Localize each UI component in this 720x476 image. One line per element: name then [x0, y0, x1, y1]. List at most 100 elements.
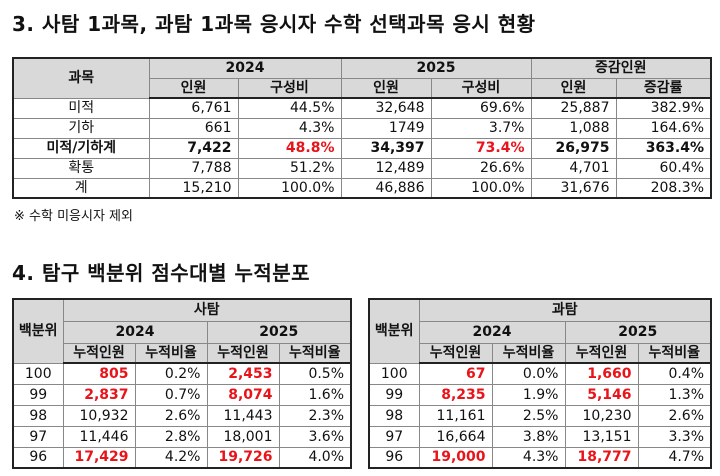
- table-row: 99 2,837 0.7% 8,074 1.6%: [12, 383, 352, 406]
- header-row: 백분위 과탐: [368, 298, 712, 364]
- table-body: 100 805 0.2% 2,453 0.5% 99 2,837 0.7% 8,074 1.6% 9…: [12, 362, 352, 469]
- table-cell: 96: [368, 446, 420, 469]
- header-cell: 증감률: [615, 77, 712, 99]
- table-row: 기하 661 4.3% 1749 3.7% 1,088 164.6%: [12, 117, 712, 139]
- table-head: 백분위 사탐 2024 2025 누적인원 누적비율 누적인원 누적비율: [12, 298, 352, 364]
- table-cell: 48.8%: [237, 137, 342, 159]
- header-cell: 누적비율: [491, 342, 566, 364]
- header-cell: 2024: [62, 320, 208, 344]
- table-title: 과탐: [418, 298, 712, 322]
- header-cell: 인원: [530, 77, 617, 99]
- section-title: 4. 탐구 백분위 점수대별 누적분포: [12, 261, 311, 285]
- table-cell: 13,151: [564, 425, 639, 448]
- table-cell: 98: [368, 404, 420, 427]
- table-cell: 0.5%: [278, 362, 352, 385]
- table-cell: 2.6%: [134, 404, 208, 427]
- header-cell: 2024: [418, 320, 566, 344]
- table-cell: 미적: [12, 97, 150, 119]
- header-cell: 누적인원: [62, 342, 136, 364]
- header-row: 과목 2024 2025 증감인원: [12, 57, 712, 99]
- table-cell: 7,788: [148, 157, 239, 179]
- table-cell: 1749: [340, 117, 432, 139]
- table-cell: 73.4%: [430, 137, 532, 159]
- table-row: 98 10,932 2.6% 11,443 2.3%: [12, 404, 352, 427]
- table-cell: 98: [12, 404, 64, 427]
- table-cell: 4,701: [530, 157, 617, 179]
- header-cell: 백분위: [12, 298, 64, 364]
- table-cell: 164.6%: [615, 117, 712, 139]
- header-cell: 인원: [148, 77, 239, 99]
- header-cell: 구성비: [430, 77, 532, 99]
- note: ※ 수학 미응시자 제외: [14, 209, 133, 224]
- table-row: 97 16,664 3.8% 13,151 3.3%: [368, 425, 712, 448]
- table-cell: 208.3%: [615, 177, 712, 199]
- table-cell: 4.2%: [134, 446, 208, 469]
- header-cell: 누적비율: [278, 342, 352, 364]
- table-cell: 1.3%: [637, 383, 712, 406]
- table-cell: 2.6%: [637, 404, 712, 427]
- header-cell: 누적인원: [418, 342, 493, 364]
- table-cell: 2.5%: [491, 404, 566, 427]
- table-cell: 46,886: [340, 177, 432, 199]
- table-cell: 4.7%: [637, 446, 712, 469]
- header-cell: 2025: [206, 320, 352, 344]
- table-row: 미적/기하계 7,422 48.8% 34,397 73.4% 26,975 363.4%: [12, 137, 712, 159]
- table-cell: 계: [12, 177, 150, 199]
- table-cell: 4.3%: [491, 446, 566, 469]
- table-cell: 100: [368, 362, 420, 385]
- table-cell: 3.8%: [491, 425, 566, 448]
- table-row: 100 805 0.2% 2,453 0.5%: [12, 362, 352, 385]
- table-cell: 1.6%: [278, 383, 352, 406]
- table-cell: 26,975: [530, 137, 617, 159]
- table-cell: 17,429: [62, 446, 136, 469]
- header-row: 인원 구성비 인원 구성비 인원 증감률: [13, 77, 712, 99]
- table-row: 100 67 0.0% 1,660 0.4%: [368, 362, 712, 385]
- section-title: 3. 사탐 1과목, 과탐 1과목 응시자 수학 선택과목 응시 현황: [12, 12, 536, 36]
- header-cell: 2025: [564, 320, 712, 344]
- table-cell: 11,446: [62, 425, 136, 448]
- table-cell: 32,648: [340, 97, 432, 119]
- table-cell: 363.4%: [615, 137, 712, 159]
- table-row: 97 11,446 2.8% 18,001 3.6%: [12, 425, 352, 448]
- table-cell: 51.2%: [237, 157, 342, 179]
- table-cell: 100.0%: [237, 177, 342, 199]
- header-cell: 과목: [12, 57, 150, 99]
- table: 과목 2024 2025 증감인원 인원 구성비 인원 구성비 인원 증감률 미적 6,76…: [12, 57, 712, 199]
- table-cell: 18,001: [206, 425, 280, 448]
- header-cell: 누적인원: [206, 342, 280, 364]
- table-cell: 4.3%: [237, 117, 342, 139]
- table-cell: 1.9%: [491, 383, 566, 406]
- header-cell: 누적비율: [134, 342, 208, 364]
- table-cell: 19,726: [206, 446, 280, 469]
- table-cell: 100: [12, 362, 64, 385]
- table-cell: 2.3%: [278, 404, 352, 427]
- table-cell: 1,088: [530, 117, 617, 139]
- table-cell: 661: [148, 117, 239, 139]
- header-row: 누적인원 누적비율 누적인원 누적비율: [369, 342, 712, 364]
- table-cell: 6,761: [148, 97, 239, 119]
- table-head: 백분위 과탐 2024 2025 누적인원 누적비율 누적인원 누적비율: [368, 298, 712, 364]
- table-cell: 3.6%: [278, 425, 352, 448]
- table-row: 98 11,161 2.5% 10,230 2.6%: [368, 404, 712, 427]
- table-cell: 34,397: [340, 137, 432, 159]
- table-cell: 기하: [12, 117, 150, 139]
- table-row: 96 19,000 4.3% 18,777 4.7%: [368, 446, 712, 469]
- header-row: 2024 2025: [13, 320, 352, 344]
- table-title: 사탐: [62, 298, 352, 322]
- table-cell: 0.2%: [134, 362, 208, 385]
- table: 백분위 사탐 2024 2025 누적인원 누적비율 누적인원 누적비율 100 805 0.2% 2…: [12, 298, 353, 469]
- table-cell: 8,074: [206, 383, 280, 406]
- table-cell: 18,777: [564, 446, 639, 469]
- table-cell: 7,422: [148, 137, 239, 159]
- header-row: 2024 2025: [369, 320, 712, 344]
- header-row: 누적인원 누적비율 누적인원 누적비율: [13, 342, 352, 364]
- table-cell: 0.7%: [134, 383, 208, 406]
- table-cell: 11,443: [206, 404, 280, 427]
- header-cell: 누적비율: [637, 342, 712, 364]
- header-cell: 구성비: [237, 77, 342, 99]
- table-cell: 60.4%: [615, 157, 712, 179]
- table-cell: 4.0%: [278, 446, 352, 469]
- table-cell: 97: [368, 425, 420, 448]
- table-cell: 44.5%: [237, 97, 342, 119]
- table-cell: 10,932: [62, 404, 136, 427]
